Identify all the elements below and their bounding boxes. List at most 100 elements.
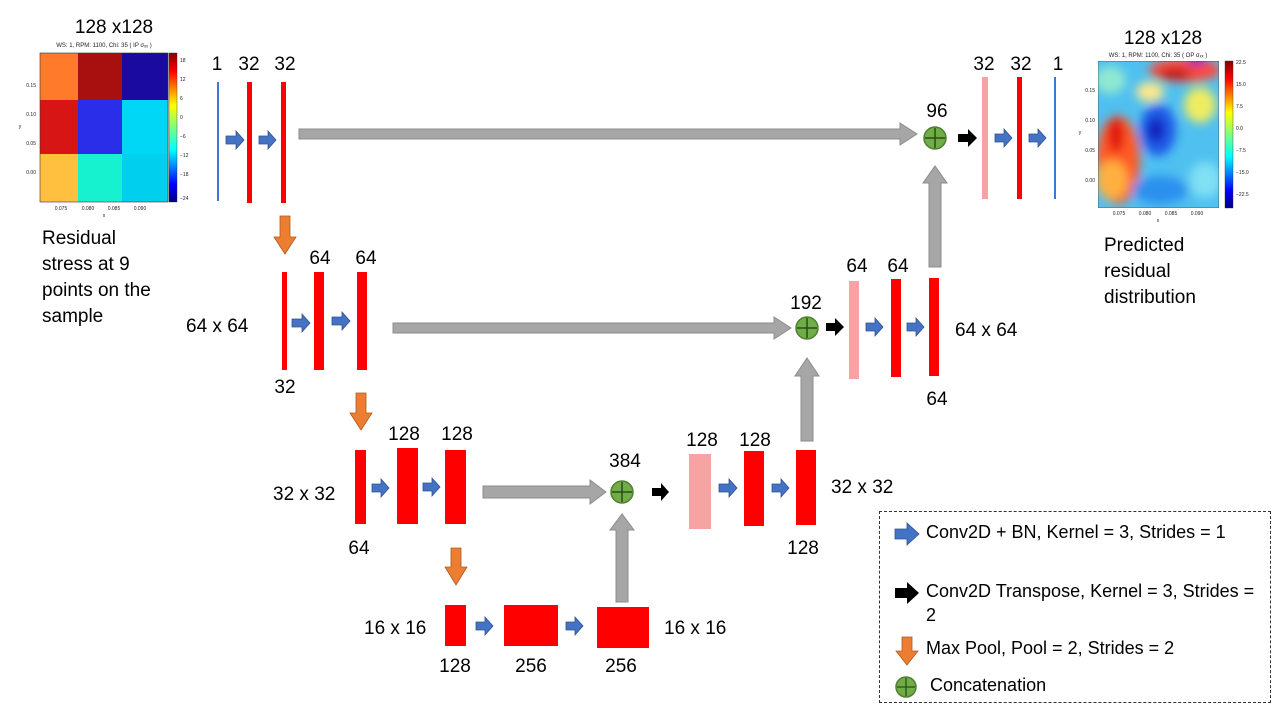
label-dec3-a: 128 [686, 430, 718, 451]
input-cell-r3c3 [122, 154, 168, 202]
dec2-map-a [891, 279, 901, 377]
input-cbar-tick-8: −24 [180, 196, 189, 202]
enc3-map-a [397, 448, 418, 524]
label-bot-a: 128 [439, 656, 471, 677]
conv-arrow [258, 129, 277, 151]
conv-arrow [565, 615, 584, 637]
output-plot-title: WS: 1, RPM: 1100, Chi: 35 ( OP σₓₓ ) [1109, 53, 1207, 59]
input-cell-r2c2 [78, 100, 122, 154]
input-caption-line: sample [42, 306, 104, 327]
output-cbar-tick-6: −15.0 [1236, 170, 1249, 176]
output-cbar-tick-1: 22.5 [1236, 60, 1246, 66]
conv-arrow [225, 129, 245, 151]
label-dec2-b: 64 [887, 256, 909, 277]
input-cell-r1c1 [40, 53, 78, 100]
enc1-map-a [247, 82, 252, 203]
input-cbar-tick-3: 6 [180, 96, 183, 102]
concat-node-level2 [795, 316, 819, 340]
enc2-map-b [357, 272, 367, 370]
transpose-arrow [958, 129, 977, 147]
skip-arrow-level3 [482, 479, 607, 505]
label-enc1-b: 32 [238, 54, 259, 75]
output-caption-line: Predicted [1104, 235, 1185, 256]
output-cbar-tick-4: 0.0 [1236, 126, 1243, 132]
input-cell-r3c1 [40, 154, 78, 202]
input-xtick-1: 0.075 [55, 206, 68, 212]
transpose-arrow [652, 483, 669, 501]
dec3-map-a [744, 451, 764, 526]
input-caption-line: Residual [42, 228, 116, 249]
legend-maxpool-text: Max Pool, Pool = 2, Strides = 2 [926, 638, 1175, 658]
pool-arrows [273, 215, 468, 586]
label-dec1-c: 1 [1053, 54, 1064, 75]
label-enc1-a: 1 [212, 54, 223, 75]
size-labels: 64 x 64 64 x 64 32 x 32 32 x 32 16 x 16 … [186, 316, 1018, 639]
up-arrow-level3 [794, 357, 820, 442]
legend-concat-text: Concatenation [930, 675, 1047, 695]
output-xtick-3: 0.085 [1165, 211, 1178, 217]
label-concat1: 96 [926, 101, 947, 122]
label-dec1-b: 32 [1010, 54, 1031, 75]
output-xtick-4: 0.090 [1191, 211, 1204, 217]
input-ytick-1: 0.15 [26, 83, 36, 89]
input-cell-r3c2 [78, 154, 122, 202]
enc3-map-pool [355, 450, 366, 524]
conv-arrows [225, 127, 1047, 637]
input-xtick-2: 0.080 [82, 206, 95, 212]
up-arrow-bottleneck [609, 513, 635, 603]
label-enc2-a: 32 [274, 377, 295, 398]
concat-node-level3 [610, 480, 634, 504]
bottleneck-map-a [504, 605, 558, 646]
output-cbar-tick-2: 15.0 [1236, 82, 1246, 88]
label-dec2-c: 64 [926, 389, 948, 410]
blue-arrow-icon [894, 522, 920, 546]
output-contour-map [1098, 61, 1219, 208]
dec3-map-up [689, 454, 711, 529]
input-cbar-tick-1: 18 [180, 58, 186, 64]
conv-arrow [906, 316, 925, 338]
conv-arrow [771, 477, 790, 499]
output-caption-line: residual [1104, 261, 1171, 282]
input-cbar-tick-4: 0 [180, 115, 183, 121]
orange-down-arrow-icon [895, 636, 919, 666]
legend-transpose-text: Conv2D Transpose, Kernel = 3, Strides = … [926, 581, 1255, 625]
input-panel: 128 x128 WS: 1, RPM: 1100, Chi: 35 ( IP … [19, 17, 189, 219]
skip-arrow-level2 [392, 316, 792, 340]
input-x-axis-label: x [103, 213, 106, 219]
input-caption-line: stress at 9 [42, 254, 130, 275]
input-caption: Residual stress at 9 points on the sampl… [42, 226, 182, 330]
label-enc1-c: 32 [274, 54, 295, 75]
concat-circle-icon [895, 676, 917, 698]
input-size-label: 128 x128 [75, 17, 153, 38]
dec2-map-b [929, 278, 939, 376]
label-dec3-b: 128 [739, 430, 771, 451]
enc2-map-a [314, 272, 324, 370]
dec3-map-b [796, 450, 816, 525]
output-cbar-tick-3: 7.5 [1236, 104, 1243, 110]
input-plot-title: WS: 1, RPM: 1100, Chi: 35 ( IP σₓₓ ) [56, 43, 151, 49]
output-y-axis-label: y [1079, 130, 1082, 136]
conv-arrow [371, 477, 390, 499]
conv-arrow [475, 615, 494, 637]
conv-arrow [291, 312, 311, 334]
input-ytick-4: 0.00 [26, 170, 36, 176]
legend-conv-text: Conv2D + BN, Kernel = 3, Strides = 1 [926, 522, 1226, 542]
output-panel: 128 x128 WS: 1, RPM: 1100, Chi: 35 ( OP … [1079, 28, 1249, 224]
label-enc3-c: 128 [441, 424, 473, 445]
output-x-axis-label: x [1157, 218, 1160, 224]
conv-arrow [994, 127, 1013, 149]
concat-nodes [610, 126, 947, 504]
output-colorbar: 22.5 15.0 7.5 0.0 −7.5 −15.0 −22.5 [1224, 60, 1249, 209]
pool-arrow [273, 215, 297, 255]
input-cell-r1c2 [78, 53, 122, 100]
output-layer-line [1054, 77, 1056, 199]
input-xtick-4: 0.090 [134, 206, 147, 212]
label-bot-b: 256 [515, 656, 547, 677]
conv-arrow [422, 476, 441, 498]
enc3-map-b [445, 450, 466, 524]
input-caption-line: points on the [42, 280, 151, 301]
output-xtick-2: 0.080 [1139, 211, 1152, 217]
conv-arrow [1028, 127, 1047, 149]
output-cbar-tick-5: −7.5 [1236, 148, 1246, 154]
input-cbar-tick-2: 12 [180, 77, 186, 83]
